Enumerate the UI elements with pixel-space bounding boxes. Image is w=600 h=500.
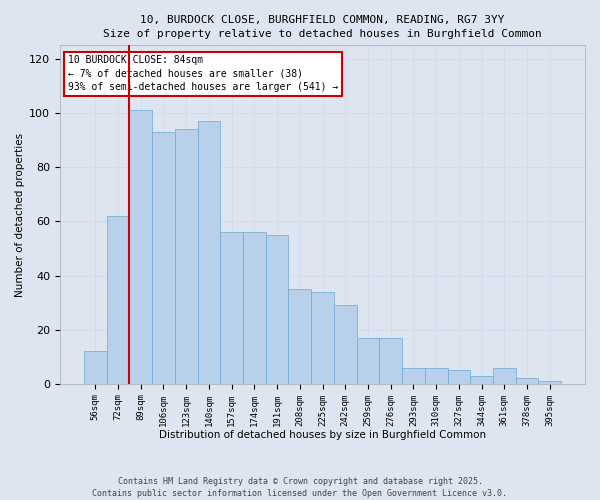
Bar xyxy=(220,232,243,384)
Bar xyxy=(402,368,425,384)
Bar xyxy=(311,292,334,384)
Bar xyxy=(107,216,130,384)
Bar xyxy=(515,378,538,384)
Bar xyxy=(243,232,266,384)
Bar xyxy=(356,338,379,384)
Bar xyxy=(470,376,493,384)
Bar xyxy=(493,368,515,384)
Text: 10 BURDOCK CLOSE: 84sqm
← 7% of detached houses are smaller (38)
93% of semi-det: 10 BURDOCK CLOSE: 84sqm ← 7% of detached… xyxy=(68,56,338,92)
Bar xyxy=(448,370,470,384)
X-axis label: Distribution of detached houses by size in Burghfield Common: Distribution of detached houses by size … xyxy=(159,430,486,440)
Bar xyxy=(334,306,356,384)
Title: 10, BURDOCK CLOSE, BURGHFIELD COMMON, READING, RG7 3YY
Size of property relative: 10, BURDOCK CLOSE, BURGHFIELD COMMON, RE… xyxy=(103,15,542,39)
Bar xyxy=(152,132,175,384)
Text: Contains HM Land Registry data © Crown copyright and database right 2025.
Contai: Contains HM Land Registry data © Crown c… xyxy=(92,476,508,498)
Bar xyxy=(175,130,197,384)
Bar xyxy=(266,235,289,384)
Bar xyxy=(289,289,311,384)
Y-axis label: Number of detached properties: Number of detached properties xyxy=(15,132,25,296)
Bar xyxy=(425,368,448,384)
Bar xyxy=(84,352,107,384)
Bar xyxy=(538,381,561,384)
Bar xyxy=(379,338,402,384)
Bar xyxy=(130,110,152,384)
Bar xyxy=(197,121,220,384)
